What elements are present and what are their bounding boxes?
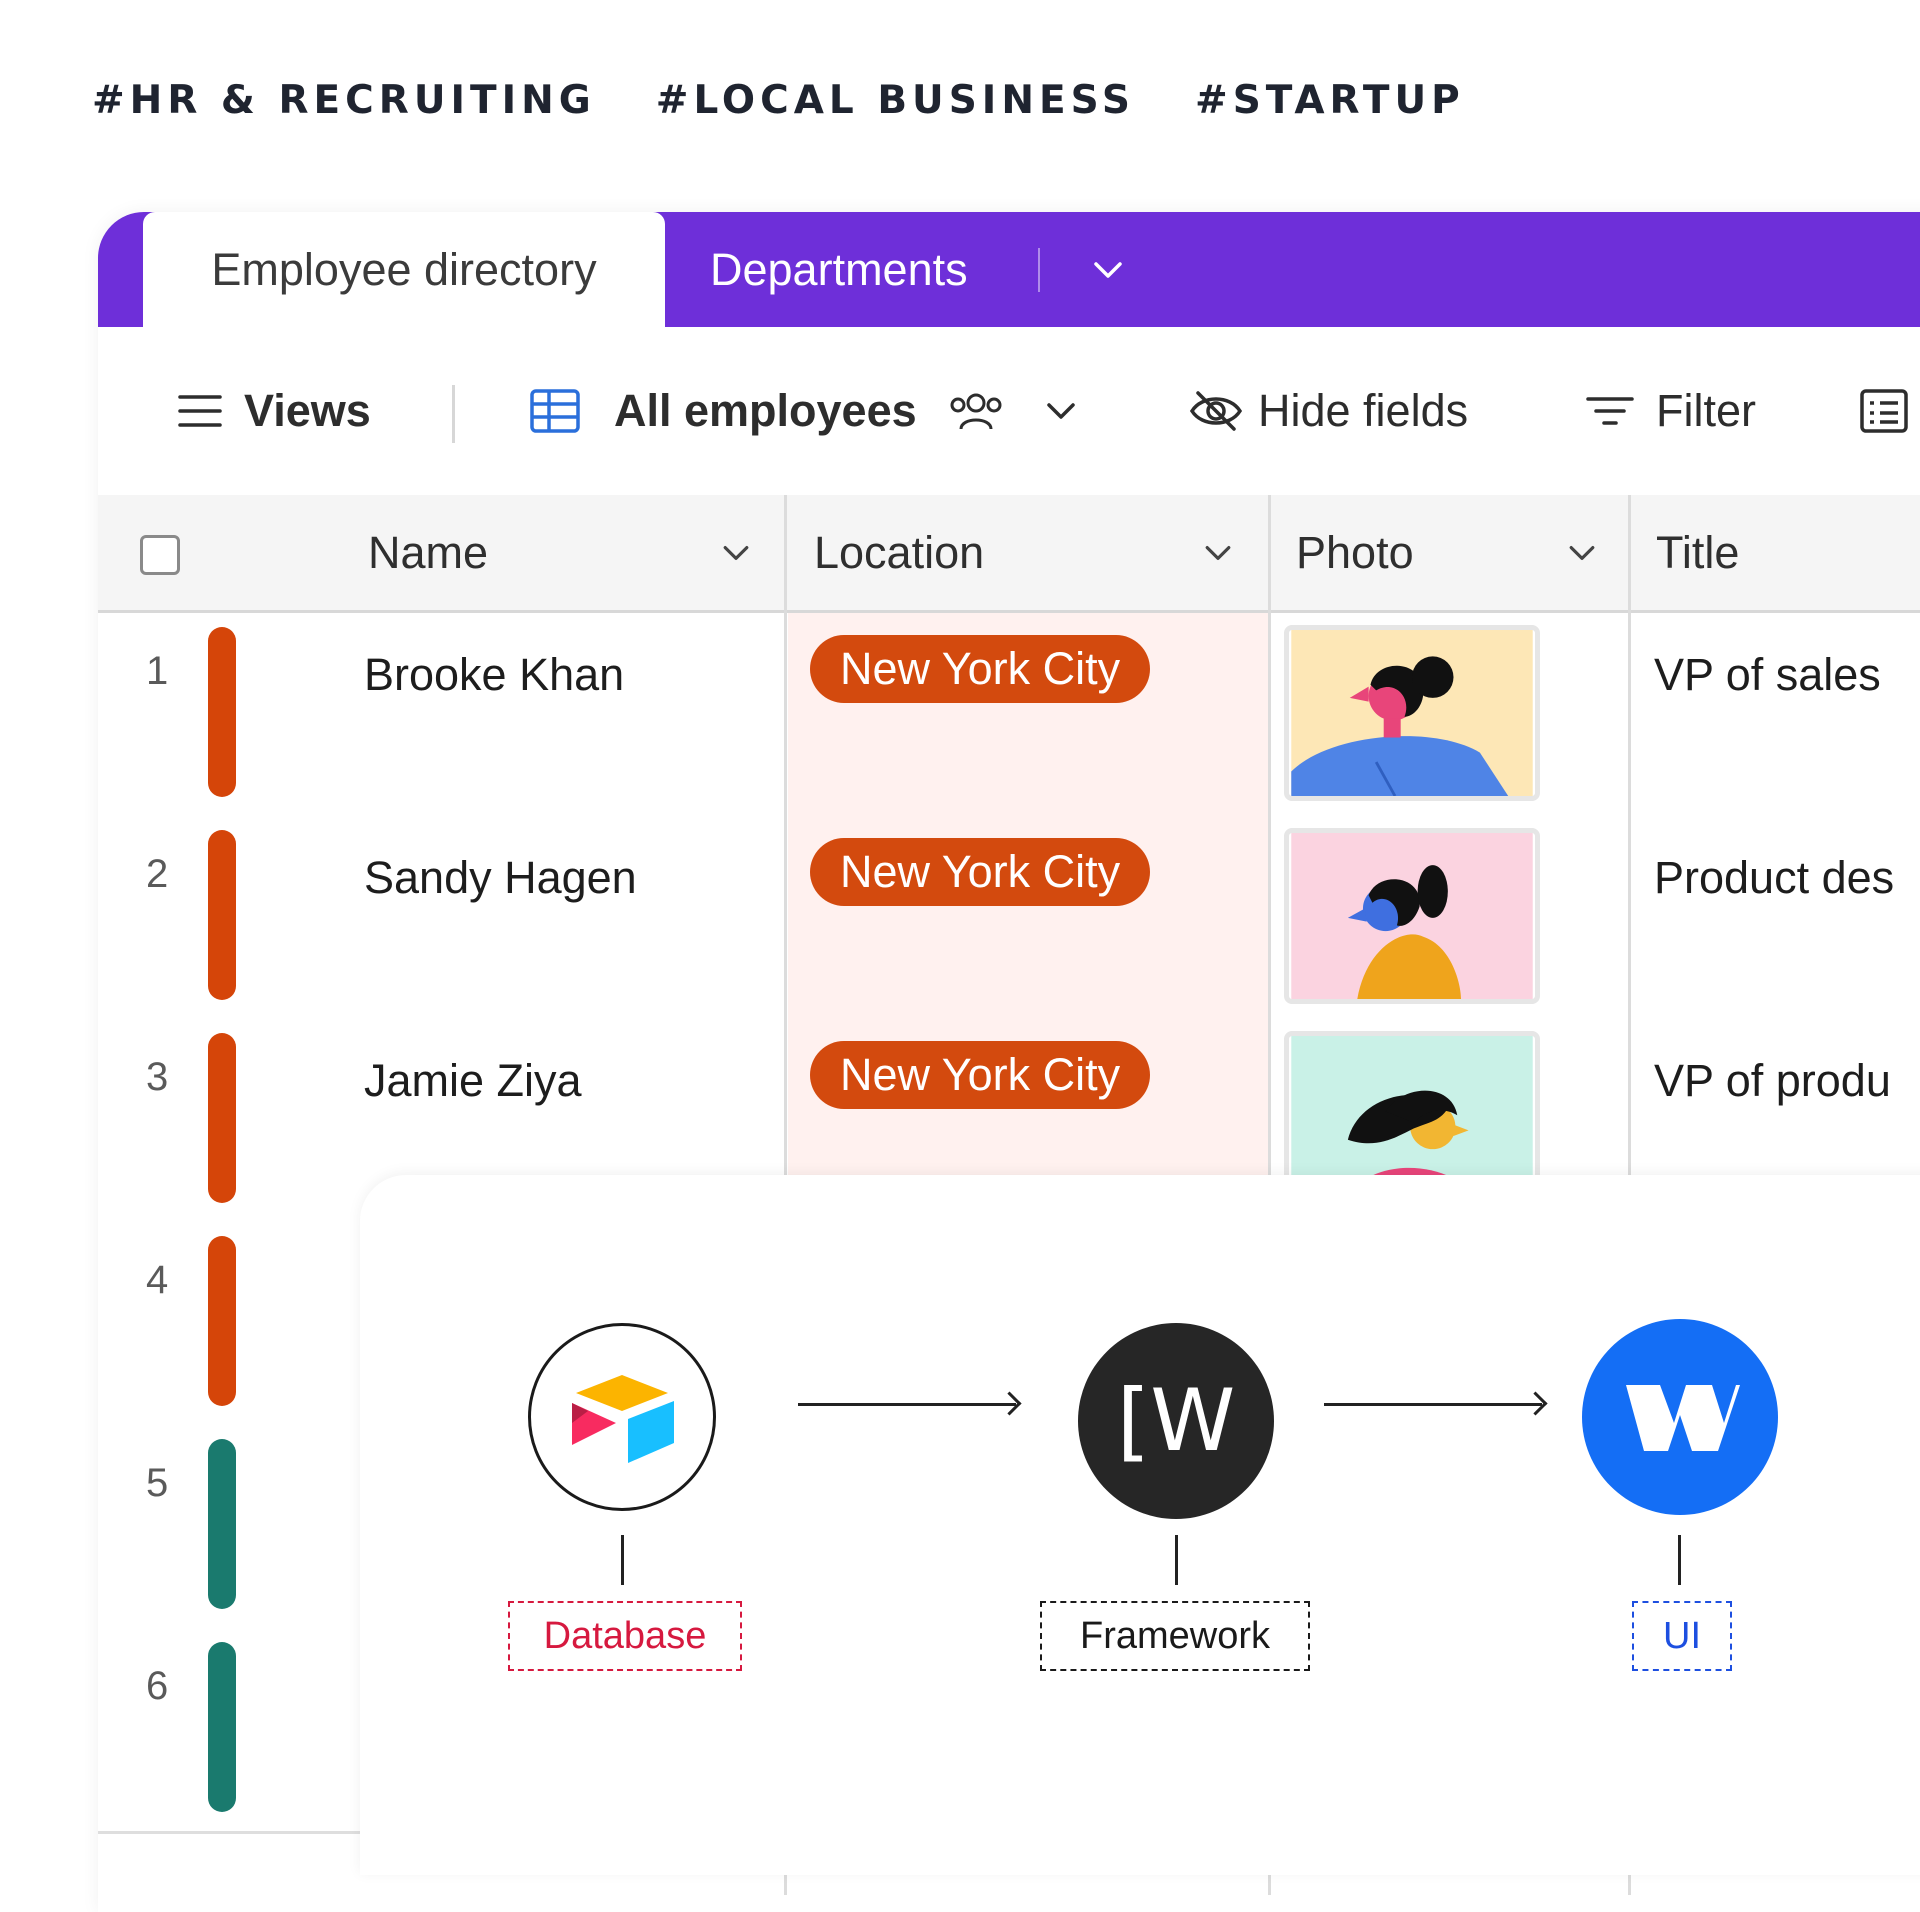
column-header-photo[interactable]: Photo xyxy=(1296,526,1414,578)
grid-view-icon xyxy=(530,389,580,433)
row-number: 5 xyxy=(146,1461,169,1505)
tag-local-business[interactable]: #LOCAL BUSINESS xyxy=(655,78,1136,123)
list-icon xyxy=(1860,389,1908,433)
tab-label: Departments xyxy=(710,243,968,295)
database-label: Database xyxy=(508,1601,742,1671)
table-row[interactable]: 1 Brooke Khan New York City VP of sales xyxy=(98,613,1920,819)
airtable-logo-icon xyxy=(572,1375,674,1463)
row-color-bar xyxy=(208,1033,236,1203)
chevron-down-icon[interactable] xyxy=(1088,250,1128,290)
views-label: Views xyxy=(244,385,371,436)
tag-hr-recruiting[interactable]: #HR & RECRUITING xyxy=(92,78,596,123)
filter-button[interactable]: Filter xyxy=(1586,327,1756,495)
row-number: 4 xyxy=(146,1258,169,1302)
connector-line xyxy=(1678,1535,1681,1585)
row-color-bar xyxy=(208,1439,236,1609)
view-toolbar: Views All employees xyxy=(98,327,1920,498)
toolbar-divider xyxy=(452,385,455,443)
framework-node: [W xyxy=(1078,1323,1274,1519)
row-number: 1 xyxy=(146,649,169,693)
chevron-down-icon[interactable] xyxy=(1564,535,1600,571)
column-header-title[interactable]: Title xyxy=(1656,526,1740,578)
row-color-bar xyxy=(208,1642,236,1812)
arrow-db-to-framework xyxy=(798,1403,1016,1406)
avatar-illustration xyxy=(1291,630,1533,796)
row-number: 3 xyxy=(146,1055,169,1099)
avatar-illustration xyxy=(1291,1036,1533,1202)
name-cell[interactable]: Brooke Khan xyxy=(364,649,625,700)
framework-logo-icon: [W xyxy=(1116,1371,1236,1471)
table-row[interactable]: 2 Sandy Hagen New York City Product des xyxy=(98,816,1920,1022)
column-header-name[interactable]: Name xyxy=(368,526,489,578)
row-number: 6 xyxy=(146,1664,169,1708)
photo-thumbnail[interactable] xyxy=(1284,625,1540,801)
chevron-down-icon[interactable] xyxy=(718,535,754,571)
stack-diagram-card: [W Database Framework UI xyxy=(360,1175,1920,1875)
connector-line xyxy=(621,1535,624,1585)
arrow-framework-to-ui xyxy=(1324,1403,1542,1406)
avatar-illustration xyxy=(1291,833,1533,999)
eye-slash-icon xyxy=(1189,391,1243,431)
photo-thumbnail[interactable] xyxy=(1284,828,1540,1004)
location-pill: New York City xyxy=(810,838,1151,906)
tag-list: #HR & RECRUITING #LOCAL BUSINESS #STARTU… xyxy=(92,78,1465,123)
name-cell[interactable]: Sandy Hagen xyxy=(364,852,637,903)
grid-header: Name Location Photo Title xyxy=(98,495,1920,613)
title-cell[interactable]: VP of sales xyxy=(1654,649,1881,700)
tab-employee-directory[interactable]: Employee directory xyxy=(143,212,665,327)
select-all-checkbox[interactable] xyxy=(140,535,180,575)
hide-fields-button[interactable]: Hide fields xyxy=(1188,327,1468,495)
tag-startup[interactable]: #STARTUP xyxy=(1195,78,1465,123)
ui-node xyxy=(1582,1319,1778,1515)
name-cell[interactable]: Jamie Ziya xyxy=(364,1055,582,1106)
view-switcher[interactable]: All employees xyxy=(530,327,1081,495)
group-button[interactable] xyxy=(1860,327,1908,495)
tab-label: Employee directory xyxy=(211,243,597,295)
database-node xyxy=(528,1323,716,1511)
ui-label: UI xyxy=(1632,1601,1732,1671)
view-name: All employees xyxy=(614,385,917,436)
tab-departments[interactable]: Departments xyxy=(710,212,968,327)
column-header-location[interactable]: Location xyxy=(814,526,985,578)
people-icon xyxy=(950,393,1002,430)
location-pill: New York City xyxy=(810,635,1151,703)
row-color-bar xyxy=(208,1236,236,1406)
webflow-logo-icon xyxy=(1626,1385,1740,1451)
tab-bar: Employee directory Departments xyxy=(98,212,1920,327)
chevron-down-icon[interactable] xyxy=(1041,391,1081,431)
row-color-bar xyxy=(208,627,236,797)
views-button[interactable]: Views xyxy=(178,327,371,495)
hide-fields-label: Hide fields xyxy=(1258,385,1469,436)
photo-thumbnail[interactable] xyxy=(1284,1031,1540,1207)
chevron-down-icon[interactable] xyxy=(1200,535,1236,571)
location-pill: New York City xyxy=(810,1041,1151,1109)
filter-icon xyxy=(1586,397,1634,425)
framework-label: Framework xyxy=(1040,1601,1310,1671)
connector-line xyxy=(1175,1535,1178,1585)
title-cell[interactable]: VP of produ xyxy=(1654,1055,1891,1106)
tab-divider xyxy=(1038,248,1040,292)
title-cell[interactable]: Product des xyxy=(1654,852,1895,903)
row-number: 2 xyxy=(146,852,169,896)
hamburger-icon xyxy=(178,395,222,427)
row-color-bar xyxy=(208,830,236,1000)
filter-label: Filter xyxy=(1656,385,1756,436)
